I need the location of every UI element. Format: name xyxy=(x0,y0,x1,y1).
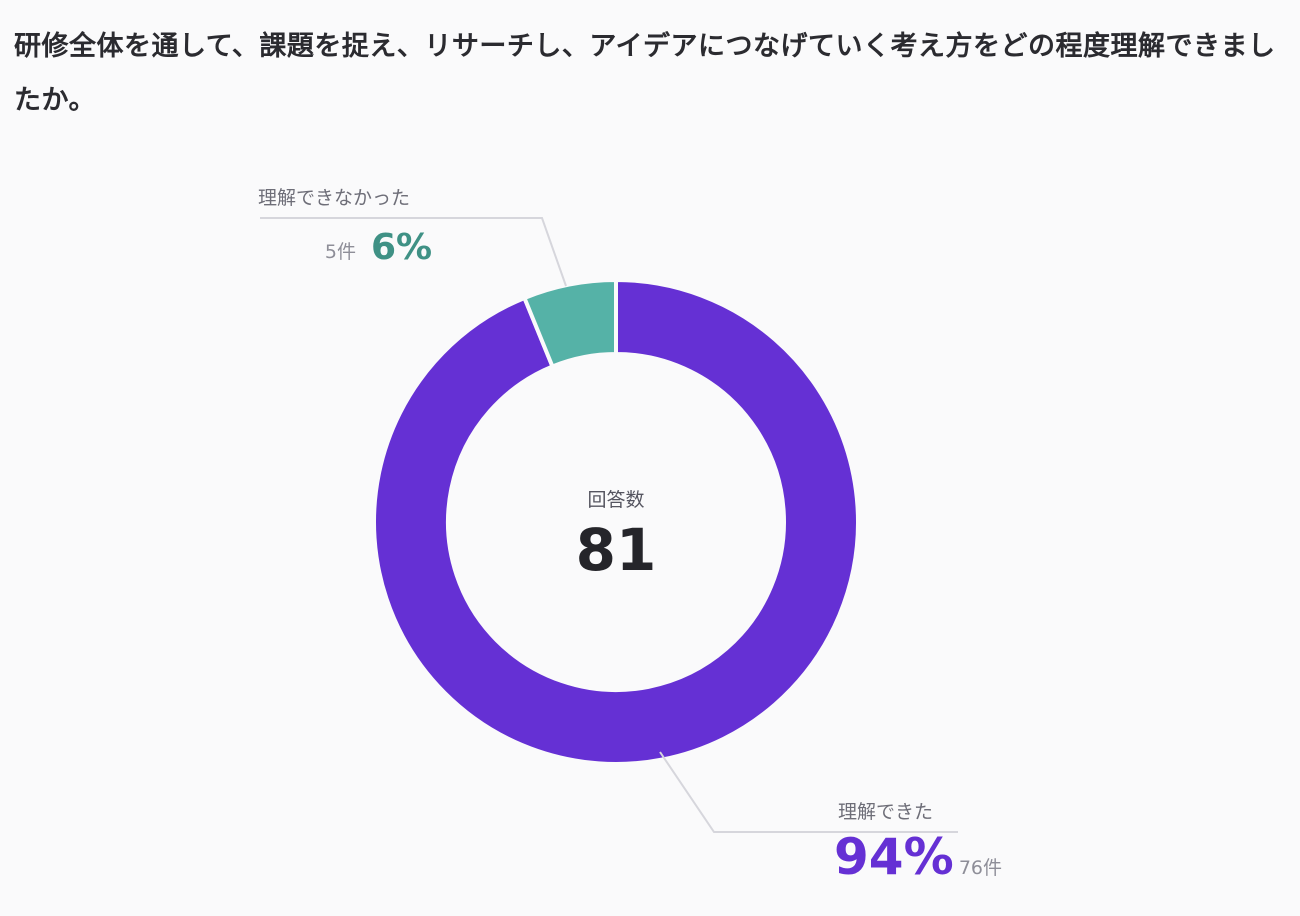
center-total: 81 xyxy=(576,516,657,584)
slice-count-not-understood: 5件 xyxy=(325,241,356,263)
slice-percent-understood: 94% xyxy=(834,828,954,886)
slices-group xyxy=(372,277,860,766)
leader-line-not-understood xyxy=(260,217,567,287)
slice-percent-not-understood: 6% xyxy=(371,227,432,268)
donut-slice-not-understood xyxy=(521,277,618,370)
leader-line-understood xyxy=(659,751,958,833)
slice-label-understood: 理解できた xyxy=(838,801,933,823)
center-label: 回答数 xyxy=(587,489,644,511)
slice-label-not-understood: 理解できなかった xyxy=(258,187,410,209)
slice-count-understood: 76件 xyxy=(959,857,1002,879)
donut-slice-understood xyxy=(372,277,860,766)
question-title: 研修全体を通して、課題を捉え、リサーチし、アイデアにつなげていく考え方をどの程度… xyxy=(14,31,1276,116)
